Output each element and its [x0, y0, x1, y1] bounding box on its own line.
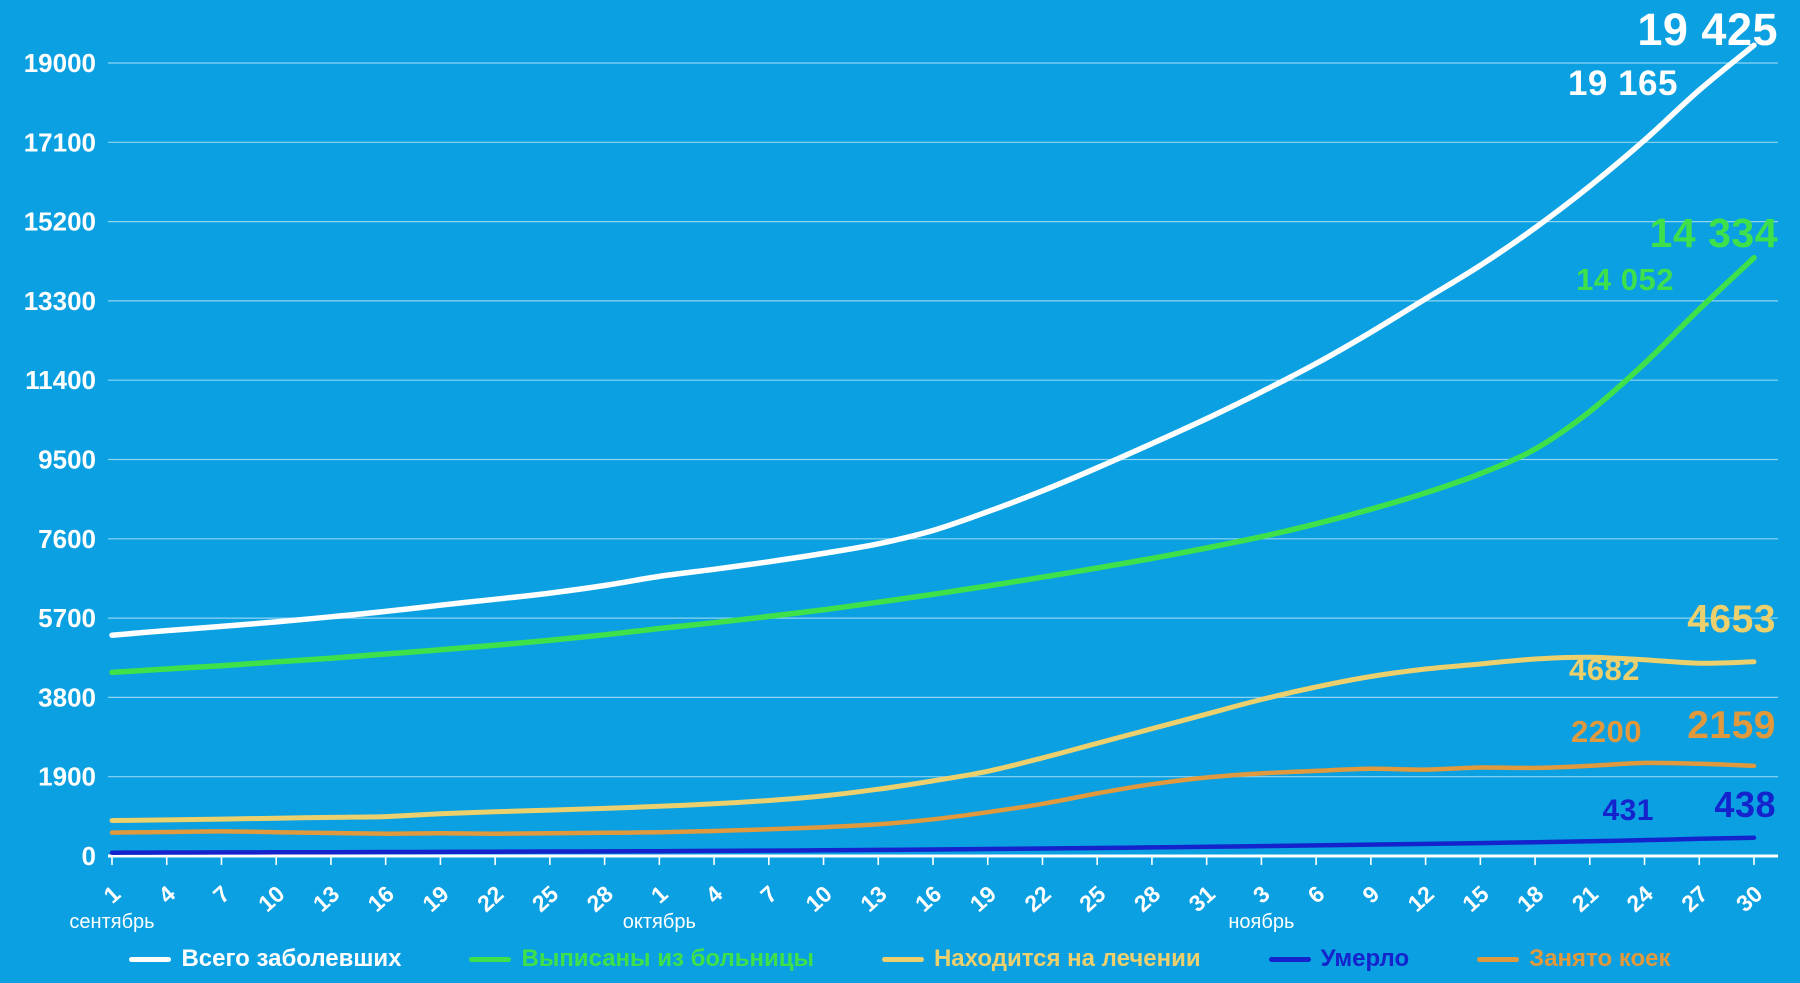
- x-tick-label: 25: [1074, 880, 1111, 917]
- legend-line-swatch-total: [129, 956, 172, 962]
- x-tick-label: 22: [1019, 880, 1055, 916]
- x-tick-label: 1: [646, 880, 673, 908]
- x-tick-label: 13: [855, 880, 891, 916]
- x-tick-label: 12: [1403, 880, 1439, 916]
- y-axis-label: 19000: [24, 48, 96, 78]
- x-tick-label: 28: [1129, 880, 1166, 917]
- value-label-died-current: 438: [1714, 784, 1776, 825]
- y-axis-label: 17100: [24, 127, 96, 157]
- value-label-treatment-previous: 4682: [1569, 652, 1640, 687]
- legend-item-total: Всего заболевших: [129, 945, 401, 973]
- series-line-beds-occupied: [109, 760, 1757, 836]
- legend-line-swatch-died: [1268, 956, 1311, 962]
- y-axis-label: 11400: [25, 365, 96, 395]
- x-tick-label: 19: [965, 880, 1001, 916]
- x-tick-label: 3: [1248, 880, 1275, 908]
- legend-line-swatch-discharged: [469, 956, 512, 962]
- legend-label-died: Умерло: [1320, 945, 1410, 972]
- x-tick-label: 9: [1357, 880, 1384, 908]
- value-label-total-current: 19 425: [1637, 4, 1778, 55]
- month-label: ноябрь: [1228, 911, 1294, 933]
- x-tick-label: 1: [98, 880, 125, 908]
- y-axis-label: 5700: [38, 603, 96, 633]
- y-axis-label: 1900: [38, 762, 96, 792]
- x-tick-label: 16: [910, 880, 946, 916]
- series-line-discharged: [109, 254, 1757, 676]
- legend-item-beds: Занято коек: [1477, 945, 1671, 973]
- legend-line-swatch-beds: [1477, 956, 1520, 962]
- x-tick-label: 31: [1184, 880, 1221, 917]
- x-tick-label: 18: [1512, 880, 1549, 917]
- x-tick-label: 13: [308, 880, 344, 916]
- x-tick-label: 24: [1621, 880, 1658, 917]
- x-tick-label: 28: [582, 880, 619, 917]
- x-tick-label: 19: [417, 880, 453, 916]
- y-axis-label: 9500: [38, 445, 96, 475]
- series-line-in-treatment: [109, 654, 1757, 823]
- legend-line-swatch-treatment: [881, 956, 924, 962]
- legend-item-discharged: Выписаны из больницы: [469, 945, 814, 973]
- value-label-total-previous: 19 165: [1567, 64, 1678, 103]
- x-tick-label: 10: [800, 880, 836, 916]
- y-axis-label: 15200: [24, 207, 96, 237]
- x-tick-label: 7: [755, 880, 782, 908]
- x-tick-label: 15: [1457, 880, 1494, 917]
- series-line-total: [109, 42, 1757, 638]
- legend-item-died: Умерло: [1268, 945, 1410, 973]
- legend-item-treatment: Находится на лечении: [881, 945, 1201, 973]
- x-tick-label: 27: [1676, 880, 1712, 916]
- value-label-discharged-current: 14 334: [1649, 210, 1778, 256]
- x-tick-label: 4: [153, 880, 180, 908]
- value-label-discharged-previous: 14 052: [1576, 262, 1674, 297]
- chart-legend: Всего заболевших Выписаны из больницы На…: [0, 945, 1800, 973]
- x-tick-label: 4: [701, 880, 728, 908]
- legend-label-beds: Занято коек: [1529, 945, 1671, 972]
- x-tick-label: 30: [1731, 880, 1767, 916]
- value-label-died-previous: 431: [1602, 794, 1654, 827]
- x-tick-label: 7: [208, 880, 235, 908]
- value-label-beds-current: 2159: [1687, 704, 1776, 747]
- x-tick-label: 21: [1567, 880, 1604, 917]
- x-tick-label: 25: [527, 880, 564, 917]
- month-label: октябрь: [623, 911, 696, 933]
- x-tick-label: 16: [363, 880, 399, 916]
- y-axis-label: 0: [82, 841, 96, 871]
- value-label-beds-previous: 2200: [1571, 714, 1642, 749]
- legend-label-total: Всего заболевших: [181, 945, 402, 972]
- y-axis-label: 7600: [38, 524, 96, 554]
- x-tick-label: 22: [472, 880, 508, 916]
- month-label: сентябрь: [69, 911, 154, 933]
- y-axis-label: 3800: [38, 682, 96, 712]
- y-axis-label: 13300: [24, 286, 96, 316]
- value-label-treatment-current: 4653: [1687, 598, 1776, 641]
- x-tick-label: 6: [1303, 880, 1330, 908]
- series-line-died: [109, 835, 1757, 855]
- legend-label-treatment: Находится на лечении: [933, 945, 1201, 972]
- legend-label-discharged: Выписаны из больницы: [521, 945, 814, 972]
- x-tick-label: 10: [253, 880, 289, 916]
